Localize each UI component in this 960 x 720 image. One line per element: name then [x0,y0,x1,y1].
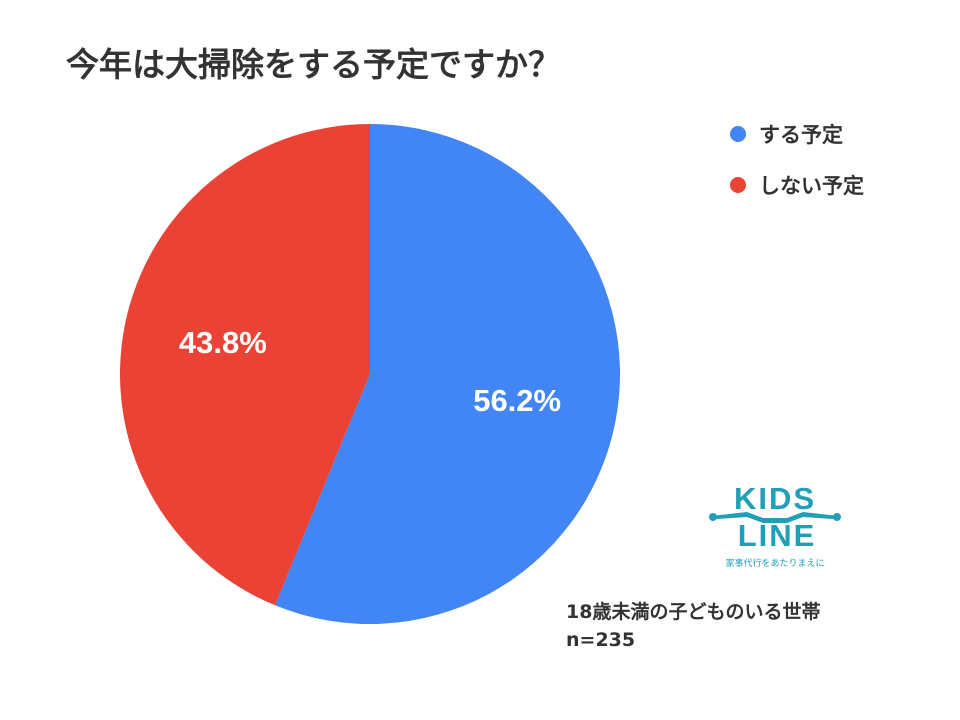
legend-dot-no [730,177,746,193]
logo-text-line: LINE [738,518,817,553]
logo-text-kids: KIDS [734,481,816,516]
logo-tagline: 家事代行をあたりまえに [725,559,825,569]
sample-description: 18歳未満の子どものいる世帯 [566,601,821,623]
legend-item-no[interactable]: しない予定 [730,171,864,199]
legend-item-yes[interactable]: する予定 [730,120,864,148]
sample-size: n=235 [566,629,636,651]
pie-slice-no [120,124,370,606]
logo-right-hand [833,513,841,521]
pie-label-yes: 56.2% [473,383,561,418]
legend-label-no: しない予定 [759,174,864,198]
pie-slice-yes [275,124,621,624]
kidsline-logo: KIDS LINE 家事代行をあたりまえに [705,478,845,574]
logo-arms-shape [711,512,839,523]
kidsline-logo-mark: KIDS LINE [709,481,841,553]
chart-title: 今年は大掃除をする予定ですか？ [66,45,561,84]
legend-label-yes: する予定 [759,123,843,147]
legend-dot-yes [730,126,746,142]
sample-note: 18歳未満の子どものいる世帯 n=235 [566,598,820,654]
logo-left-hand [709,513,717,521]
legend: する予定 しない予定 [730,120,864,222]
pie-label-no: 43.8% [179,325,267,360]
